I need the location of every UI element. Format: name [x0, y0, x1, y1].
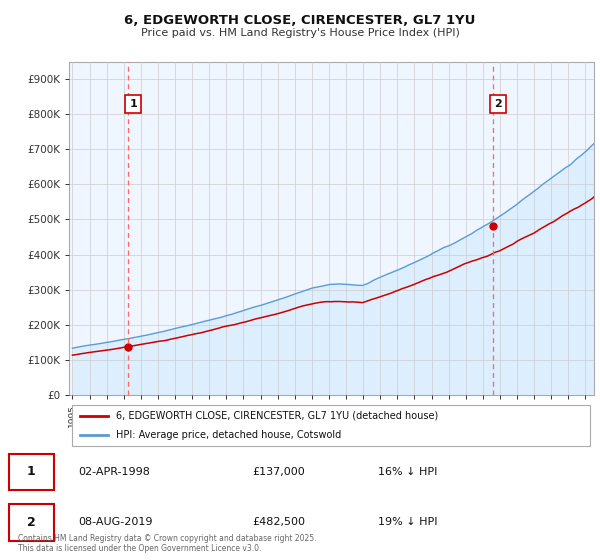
Text: 16% ↓ HPI: 16% ↓ HPI	[378, 467, 437, 477]
Text: £482,500: £482,500	[252, 517, 305, 527]
Text: 1: 1	[27, 465, 35, 478]
FancyBboxPatch shape	[71, 405, 590, 446]
Text: 6, EDGEWORTH CLOSE, CIRENCESTER, GL7 1YU: 6, EDGEWORTH CLOSE, CIRENCESTER, GL7 1YU	[124, 14, 476, 27]
Text: 6, EDGEWORTH CLOSE, CIRENCESTER, GL7 1YU (detached house): 6, EDGEWORTH CLOSE, CIRENCESTER, GL7 1YU…	[116, 410, 439, 421]
Text: 19% ↓ HPI: 19% ↓ HPI	[378, 517, 437, 527]
Text: 02-APR-1998: 02-APR-1998	[78, 467, 150, 477]
Text: 2: 2	[494, 99, 502, 109]
Text: 2: 2	[27, 516, 35, 529]
Text: Contains HM Land Registry data © Crown copyright and database right 2025.
This d: Contains HM Land Registry data © Crown c…	[18, 534, 317, 553]
Text: 08-AUG-2019: 08-AUG-2019	[78, 517, 152, 527]
Text: £137,000: £137,000	[252, 467, 305, 477]
Text: 1: 1	[129, 99, 137, 109]
Text: Price paid vs. HM Land Registry's House Price Index (HPI): Price paid vs. HM Land Registry's House …	[140, 28, 460, 38]
Text: HPI: Average price, detached house, Cotswold: HPI: Average price, detached house, Cots…	[116, 431, 341, 441]
